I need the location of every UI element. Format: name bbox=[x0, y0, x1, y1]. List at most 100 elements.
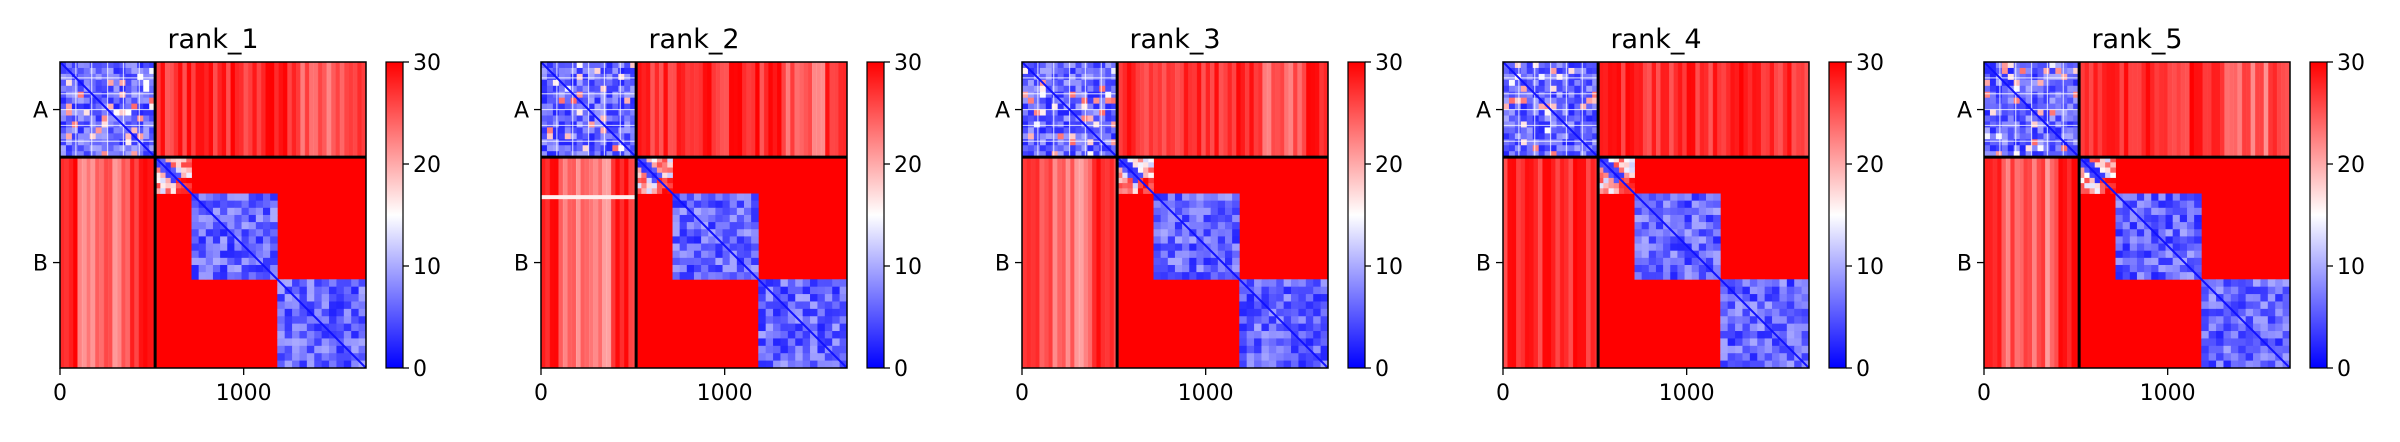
domain-cell bbox=[1742, 338, 1751, 347]
domain-cell bbox=[1261, 279, 1270, 288]
domain-cell bbox=[1045, 103, 1053, 110]
domain-cell bbox=[227, 214, 235, 223]
domain-cell bbox=[1276, 338, 1285, 347]
domain-cell bbox=[306, 338, 315, 347]
domain-cell bbox=[606, 62, 613, 69]
domain-cell bbox=[220, 264, 228, 273]
domain-cell bbox=[558, 85, 566, 93]
domain-cell bbox=[1033, 127, 1041, 134]
domain-cell bbox=[1051, 85, 1059, 93]
domain-cell bbox=[1320, 331, 1328, 339]
domain-cell bbox=[1167, 222, 1176, 230]
domain-cell bbox=[1794, 360, 1803, 368]
domain-cell bbox=[817, 316, 826, 325]
domain-cell bbox=[1174, 250, 1183, 259]
offdiag-ab-stripe bbox=[711, 62, 717, 158]
domain-cell bbox=[1586, 109, 1593, 116]
domain-cell bbox=[582, 121, 589, 128]
domain-cell bbox=[641, 183, 647, 189]
domain-cell bbox=[101, 91, 108, 99]
domain-cell bbox=[262, 243, 271, 252]
domain-cell bbox=[1069, 121, 1076, 128]
offdiag-ab-stripe bbox=[304, 62, 310, 158]
domain-cell bbox=[2019, 91, 2027, 99]
domain-cell bbox=[743, 229, 752, 237]
domain-cell bbox=[1268, 294, 1277, 302]
domain-cell bbox=[1045, 91, 1053, 99]
domain-cell bbox=[2013, 85, 2021, 93]
domain-cell bbox=[787, 323, 796, 332]
domain-cell bbox=[1503, 91, 1510, 99]
domain-cell bbox=[95, 145, 103, 152]
domain-cell bbox=[155, 188, 161, 194]
domain-cell bbox=[2267, 301, 2276, 310]
domain-cell bbox=[95, 127, 103, 134]
domain-cell bbox=[149, 115, 156, 122]
domain-cell bbox=[641, 177, 647, 184]
domain-cell bbox=[65, 103, 73, 110]
domain-cell bbox=[191, 229, 200, 237]
offdiag-ba-stripe bbox=[593, 157, 599, 368]
domain-cell bbox=[594, 121, 601, 128]
domain-cell bbox=[1663, 272, 1671, 280]
offdiag-ba-stripe bbox=[1577, 157, 1583, 368]
domain-cell bbox=[552, 109, 560, 116]
domain-cell bbox=[1713, 214, 1721, 223]
domain-cell bbox=[1111, 115, 1118, 122]
domain-cell bbox=[1757, 360, 1766, 368]
domain-cell bbox=[1268, 286, 1277, 295]
offdiag-ab-stripe bbox=[2106, 62, 2112, 158]
domain-cell bbox=[2073, 109, 2080, 116]
domain-cell bbox=[220, 214, 228, 223]
domain-cell bbox=[1677, 193, 1685, 202]
domain-cell bbox=[2208, 331, 2217, 339]
domain-cell bbox=[1167, 272, 1176, 280]
domain-cell bbox=[736, 250, 745, 259]
domain-cell bbox=[1772, 301, 1780, 310]
domain-cell bbox=[636, 172, 642, 179]
domain-cell bbox=[191, 250, 200, 259]
colorbar-tick-label: 20 bbox=[1856, 153, 1884, 178]
domain-cell bbox=[582, 91, 589, 99]
offdiag-ab-stripe bbox=[169, 62, 175, 158]
domain-cell bbox=[155, 162, 161, 168]
domain-cell bbox=[1182, 264, 1190, 273]
domain-cell bbox=[2061, 67, 2068, 75]
domain-cell bbox=[743, 222, 752, 230]
domain-cell bbox=[113, 139, 120, 146]
domain-cell bbox=[1520, 145, 1528, 152]
domain-cell bbox=[546, 121, 554, 128]
domain-cell bbox=[89, 151, 97, 158]
domain-cell bbox=[1276, 301, 1285, 310]
domain-cell bbox=[1246, 301, 1255, 310]
domain-cell bbox=[1283, 308, 1292, 317]
domain-cell bbox=[2019, 139, 2027, 146]
domain-cell bbox=[2151, 214, 2159, 223]
domain-cell bbox=[1196, 272, 1204, 280]
domain-cell bbox=[1093, 151, 1100, 158]
offdiag-ab-stripe bbox=[777, 62, 782, 158]
domain-cell bbox=[270, 229, 278, 237]
domain-cell bbox=[1111, 91, 1118, 99]
domain-cell bbox=[1189, 193, 1197, 202]
domain-cell bbox=[2208, 353, 2217, 362]
domain-cell bbox=[558, 62, 566, 69]
domain-cell bbox=[564, 79, 572, 87]
domain-cell bbox=[1532, 67, 1540, 75]
domain-cell bbox=[1182, 229, 1190, 237]
offdiag-ba-stripe bbox=[558, 157, 564, 368]
offdiag-ab-stripe bbox=[1769, 62, 1775, 158]
domain-cell bbox=[351, 279, 360, 288]
domain-cell bbox=[667, 157, 673, 163]
domain-cell bbox=[131, 67, 138, 75]
domain-cell bbox=[2013, 73, 2021, 81]
domain-cell bbox=[2172, 229, 2181, 237]
domain-cell bbox=[667, 183, 673, 189]
offdiag-ab-stripe bbox=[1175, 62, 1180, 158]
domain-cell bbox=[672, 222, 681, 230]
offdiag-ab-stripe bbox=[803, 62, 809, 158]
domain-cell bbox=[125, 133, 132, 140]
domain-cell bbox=[795, 345, 804, 354]
domain-cell bbox=[1063, 127, 1070, 134]
offdiag-ba-stripe bbox=[99, 157, 105, 368]
